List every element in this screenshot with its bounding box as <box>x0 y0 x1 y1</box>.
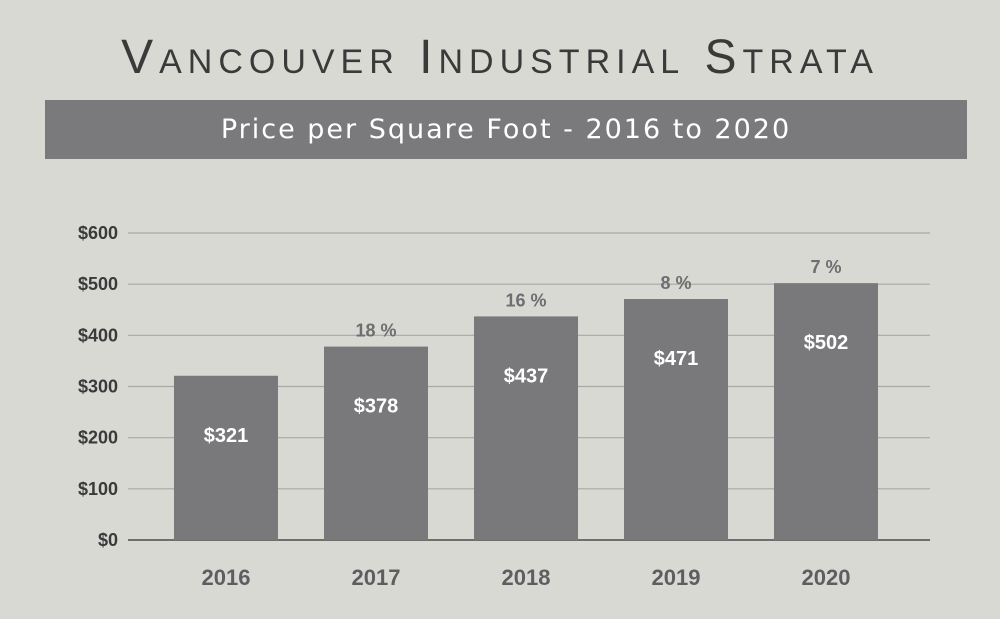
percent-change-label: 7 % <box>810 257 841 277</box>
percent-change-label: 18 % <box>355 321 396 341</box>
y-tick-label: $100 <box>78 479 118 499</box>
bar-value-label: $378 <box>354 396 399 418</box>
bar-value-label: $471 <box>654 348 699 370</box>
bar-labels: $321 $378 18 % $437 16 % $471 8 % $502 7 % <box>204 257 849 447</box>
bar <box>624 299 728 540</box>
chart-subtitle: Price per Square Foot - 2016 to 2020 <box>220 114 792 145</box>
y-axis-ticks: $0 $100 $200 $300 $400 $500 $600 <box>78 223 118 550</box>
bar-value-label: $502 <box>804 332 849 354</box>
x-axis-categories: 2016 2017 2018 2019 2020 <box>202 565 851 590</box>
bar-value-label: $321 <box>204 425 249 447</box>
x-category-label: 2016 <box>202 565 251 590</box>
subtitle-banner: Price per Square Foot - 2016 to 2020 <box>45 100 967 159</box>
bar-value-label: $437 <box>504 365 549 387</box>
bar <box>474 316 578 540</box>
x-category-label: 2019 <box>652 565 701 590</box>
chart-title: Vancouver Industrial Strata <box>121 31 879 84</box>
y-tick-label: $500 <box>78 274 118 294</box>
y-tick-label: $300 <box>78 377 118 397</box>
x-category-label: 2018 <box>502 565 551 590</box>
bar <box>774 283 878 540</box>
bar <box>324 346 428 540</box>
y-tick-label: $0 <box>98 530 118 550</box>
percent-change-label: 16 % <box>505 290 546 310</box>
y-tick-label: $400 <box>78 325 118 345</box>
bars <box>174 283 878 540</box>
percent-change-label: 8 % <box>660 273 691 293</box>
y-tick-label: $200 <box>78 428 118 448</box>
y-tick-label: $600 <box>78 223 118 243</box>
bar <box>174 375 278 540</box>
x-category-label: 2020 <box>802 565 851 590</box>
x-category-label: 2017 <box>352 565 401 590</box>
